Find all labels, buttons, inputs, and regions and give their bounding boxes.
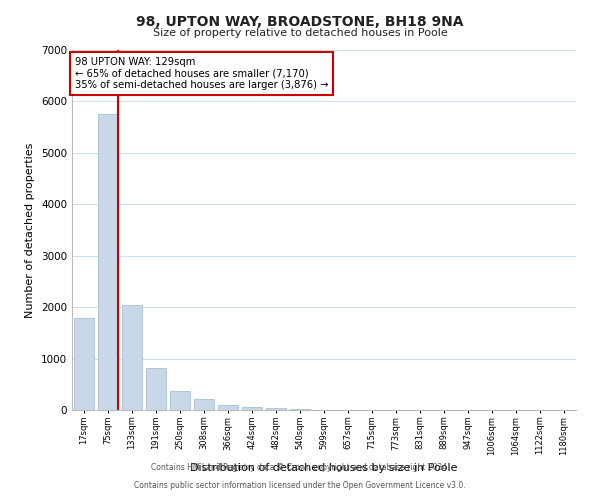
Bar bbox=[146, 368, 166, 410]
Bar bbox=[170, 391, 190, 410]
Bar bbox=[98, 114, 118, 410]
Bar bbox=[194, 399, 214, 410]
Text: Contains HM Land Registry data © Crown copyright and database right 2024.: Contains HM Land Registry data © Crown c… bbox=[151, 464, 449, 472]
Bar bbox=[290, 409, 310, 410]
Bar bbox=[266, 408, 286, 410]
Y-axis label: Number of detached properties: Number of detached properties bbox=[25, 142, 35, 318]
Bar bbox=[122, 304, 142, 410]
Bar bbox=[242, 406, 262, 410]
Text: 98, UPTON WAY, BROADSTONE, BH18 9NA: 98, UPTON WAY, BROADSTONE, BH18 9NA bbox=[136, 15, 464, 29]
X-axis label: Distribution of detached houses by size in Poole: Distribution of detached houses by size … bbox=[190, 463, 458, 473]
Text: 98 UPTON WAY: 129sqm
← 65% of detached houses are smaller (7,170)
35% of semi-de: 98 UPTON WAY: 129sqm ← 65% of detached h… bbox=[74, 57, 328, 90]
Text: Contains public sector information licensed under the Open Government Licence v3: Contains public sector information licen… bbox=[134, 481, 466, 490]
Text: Size of property relative to detached houses in Poole: Size of property relative to detached ho… bbox=[152, 28, 448, 38]
Bar bbox=[218, 404, 238, 410]
Bar bbox=[74, 318, 94, 410]
